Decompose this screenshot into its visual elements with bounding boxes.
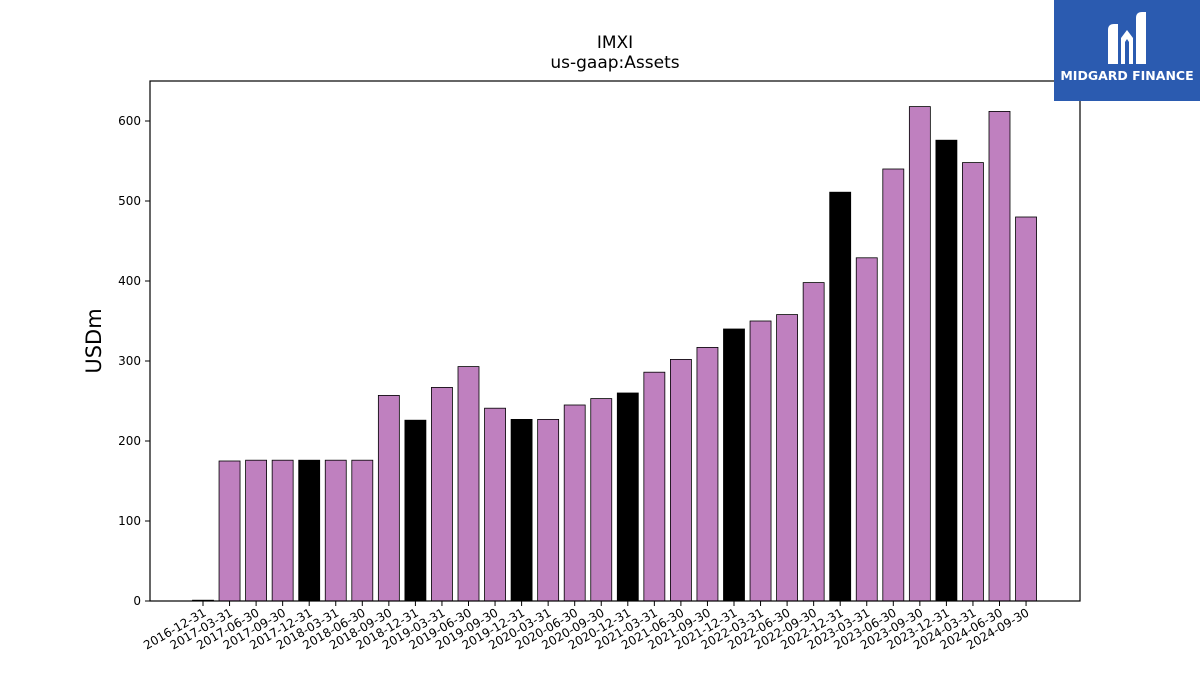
bar-2022-12-31: [829, 191, 852, 602]
bar-2022-06-30: [776, 314, 798, 602]
x-axis-ticks: 2016-12-312017-03-312017-06-302017-09-30…: [141, 601, 1032, 652]
bar-2020-12-31: [616, 392, 639, 602]
y-tick-label: 600: [118, 114, 141, 128]
bar-2017-09-30: [271, 459, 294, 602]
y-tick-label: 0: [133, 594, 141, 608]
y-tick-label: 400: [118, 274, 141, 288]
y-axis-ticks: 0 100 200 300 400 500 600: [118, 114, 150, 608]
bar-2017-12-31: [298, 459, 321, 602]
chart-subtitle: us-gaap:Assets: [550, 53, 679, 73]
bar-2024-06-30: [988, 111, 1011, 602]
bar-2021-03-31: [643, 371, 666, 602]
bar-2024-09-30: [1015, 216, 1037, 602]
y-tick-label: 200: [118, 434, 141, 448]
bar-2022-09-30: [802, 282, 825, 602]
bar-2019-06-30: [457, 366, 480, 602]
bar-2020-06-30: [563, 404, 586, 602]
y-tick-label: 500: [118, 194, 141, 208]
bar-2023-06-30: [882, 168, 905, 602]
bar-2019-03-31: [431, 386, 453, 602]
y-axis-label: USDm: [82, 308, 106, 373]
midgard-logo-icon: [1108, 12, 1146, 64]
y-tick-label: 100: [118, 514, 141, 528]
bar-2021-06-30: [670, 358, 692, 602]
bar-2018-09-30: [377, 394, 400, 602]
logo-text: MIDGARD FINANCE: [1060, 68, 1194, 83]
bar-2024-03-31: [962, 162, 984, 602]
bar-2020-09-30: [590, 398, 613, 602]
bar-2021-12-31: [723, 328, 745, 602]
bars-group: [192, 106, 1037, 602]
bar-2023-12-31: [935, 139, 958, 602]
bar-2020-03-31: [537, 418, 560, 602]
bar-2018-12-31: [404, 419, 427, 602]
bar-2023-09-30: [908, 106, 931, 602]
bar-2023-03-31: [855, 257, 878, 602]
y-tick-label: 300: [118, 354, 141, 368]
chart-title: IMXI: [597, 33, 633, 53]
bar-2021-09-30: [696, 346, 719, 602]
bar-2017-03-31: [218, 460, 241, 602]
bar-2019-09-30: [484, 407, 506, 602]
bar-2022-03-31: [749, 320, 772, 602]
bar-2019-12-31: [510, 418, 533, 602]
midgard-finance-logo: MIDGARD FINANCE: [1054, 0, 1200, 101]
bar-2017-06-30: [245, 459, 268, 602]
bar-2018-03-31: [324, 459, 347, 602]
bar-2018-06-30: [351, 459, 374, 602]
plot-frame: [149, 80, 1081, 602]
